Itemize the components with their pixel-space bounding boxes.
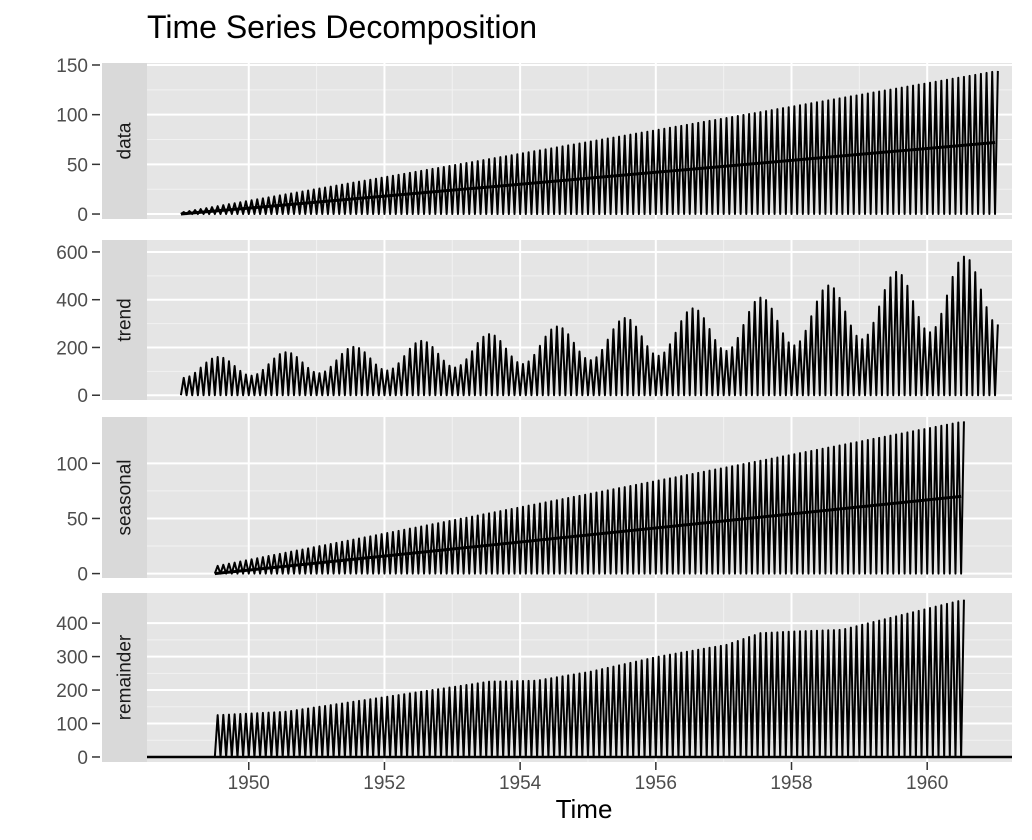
x-tick-label: 1960	[906, 773, 948, 794]
y-tick-label: 50	[67, 155, 88, 176]
y-tick-label: 600	[56, 243, 88, 264]
panel-background	[147, 240, 1012, 400]
series-line-trend	[179, 255, 999, 397]
strip-background	[102, 593, 147, 762]
x-tick-label: 1950	[228, 773, 270, 794]
strip-label-data: data	[115, 122, 136, 159]
strip-background	[102, 417, 147, 578]
y-tick-label: 100	[56, 106, 88, 127]
y-tick-label: 400	[56, 291, 88, 312]
facet-seasonal: seasonal 0 50 100	[56, 417, 1012, 586]
strip-background	[102, 240, 147, 400]
series-midline-data	[180, 140, 996, 216]
y-tick-label: 0	[77, 565, 88, 586]
x-axis-title: Time	[556, 794, 613, 824]
strip-label-remainder: remainder	[115, 634, 136, 720]
y-tick-label: 0	[77, 748, 88, 769]
y-tick-label: 150	[56, 56, 88, 77]
y-tick-label: 300	[56, 648, 88, 669]
y-tick-label: 200	[56, 681, 88, 702]
facet-data: data 0 50 100 150	[56, 56, 1012, 226]
strip-background	[102, 63, 147, 219]
facet-trend: trend 0 200 400 600	[56, 240, 1012, 407]
y-tick-label: 200	[56, 338, 88, 359]
x-tick-label: 1954	[499, 773, 542, 794]
y-tick-label: 100	[56, 715, 88, 736]
y-tick-label: 100	[56, 454, 88, 475]
facet-remainder: remainder 0 100 200 300 400	[56, 593, 1012, 769]
y-tick-label: 0	[77, 205, 88, 226]
x-tick-label: 1958	[770, 773, 812, 794]
x-tick-label: 1952	[363, 773, 405, 794]
y-tick-label: 50	[67, 509, 88, 530]
y-tick-label: 400	[56, 614, 88, 635]
chart-title: Time Series Decomposition	[147, 9, 537, 45]
y-tick-label: 0	[77, 386, 88, 407]
series-midline-seasonal	[214, 494, 962, 576]
strip-label-seasonal: seasonal	[115, 459, 136, 535]
x-tick-label: 1956	[635, 773, 677, 794]
strip-label-trend: trend	[115, 298, 136, 341]
x-axis: 1950 1952 1954 1956 1958 1960	[228, 762, 948, 794]
series-line-remainder	[213, 599, 965, 758]
facet-panels: data 0 50 100 150 trend 0 200 400 600 seasonal 0 50 1…	[56, 56, 1012, 769]
